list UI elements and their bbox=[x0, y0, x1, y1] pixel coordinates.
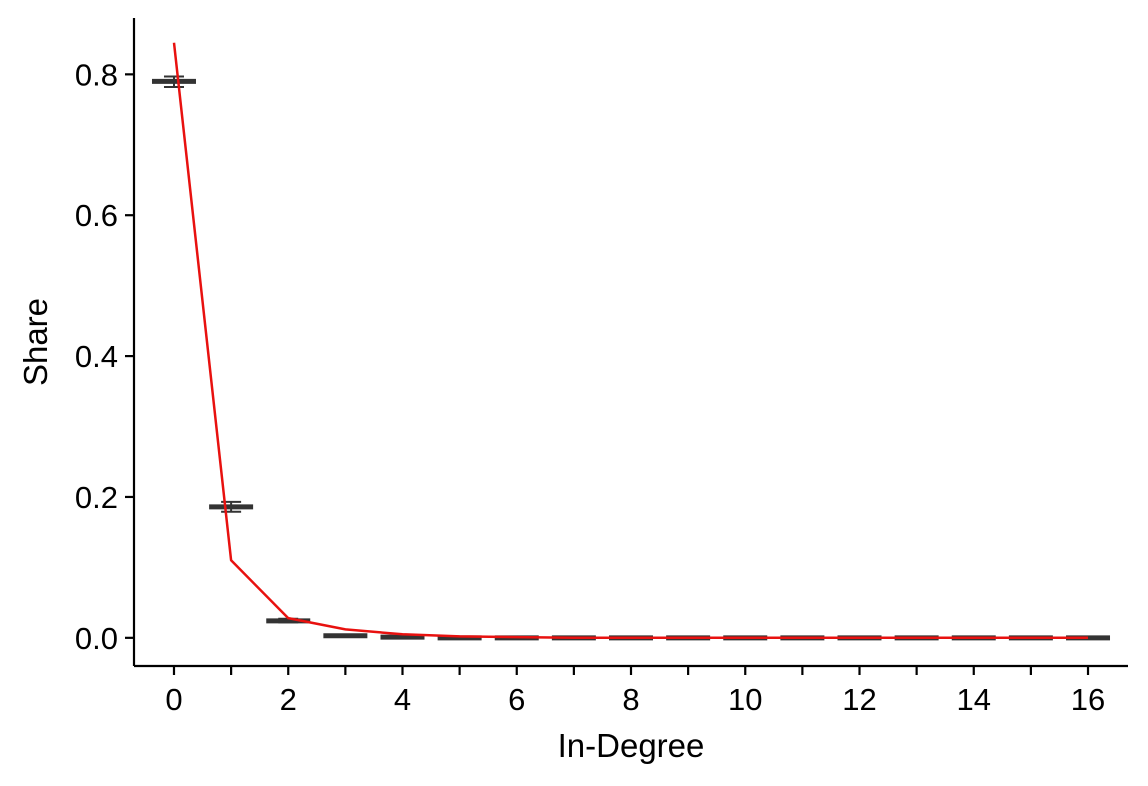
errorbar-point bbox=[323, 633, 368, 639]
errorbar-point bbox=[380, 634, 425, 640]
x-tick-label: 12 bbox=[842, 682, 876, 717]
y-tick-label: 0.2 bbox=[75, 480, 118, 515]
errorbar-series bbox=[151, 75, 1111, 641]
x-tick-label: 2 bbox=[280, 682, 297, 717]
y-tick-label: 0.8 bbox=[75, 57, 118, 92]
x-tick-label: 16 bbox=[1071, 682, 1105, 717]
y-axis-ticks: 0.0 0.2 0.4 0.6 0.8 bbox=[75, 57, 134, 656]
errorbar-point bbox=[209, 500, 254, 513]
plot-panel: 0.0 0.2 0.4 0.6 0.8 0 2 4 6 8 10 12 14 16 bbox=[75, 18, 1128, 717]
x-tick-label: 6 bbox=[508, 682, 525, 717]
x-tick-label: 10 bbox=[728, 682, 762, 717]
errorbar-point bbox=[151, 75, 196, 89]
y-axis-title: Share bbox=[17, 298, 54, 386]
x-tick-label: 8 bbox=[622, 682, 639, 717]
x-tick-label: 4 bbox=[394, 682, 411, 717]
y-tick-label: 0.4 bbox=[75, 339, 118, 374]
fitted-line-series bbox=[172, 42, 1088, 640]
x-tick-label: 14 bbox=[957, 682, 991, 717]
x-axis-title: In-Degree bbox=[558, 727, 705, 764]
x-tick-label: 0 bbox=[165, 682, 182, 717]
fitted-line bbox=[172, 42, 1088, 640]
x-axis-ticks: 0 2 4 6 8 10 12 14 16 bbox=[165, 666, 1105, 717]
y-tick-label: 0.0 bbox=[75, 621, 118, 656]
y-tick-label: 0.6 bbox=[75, 198, 118, 233]
